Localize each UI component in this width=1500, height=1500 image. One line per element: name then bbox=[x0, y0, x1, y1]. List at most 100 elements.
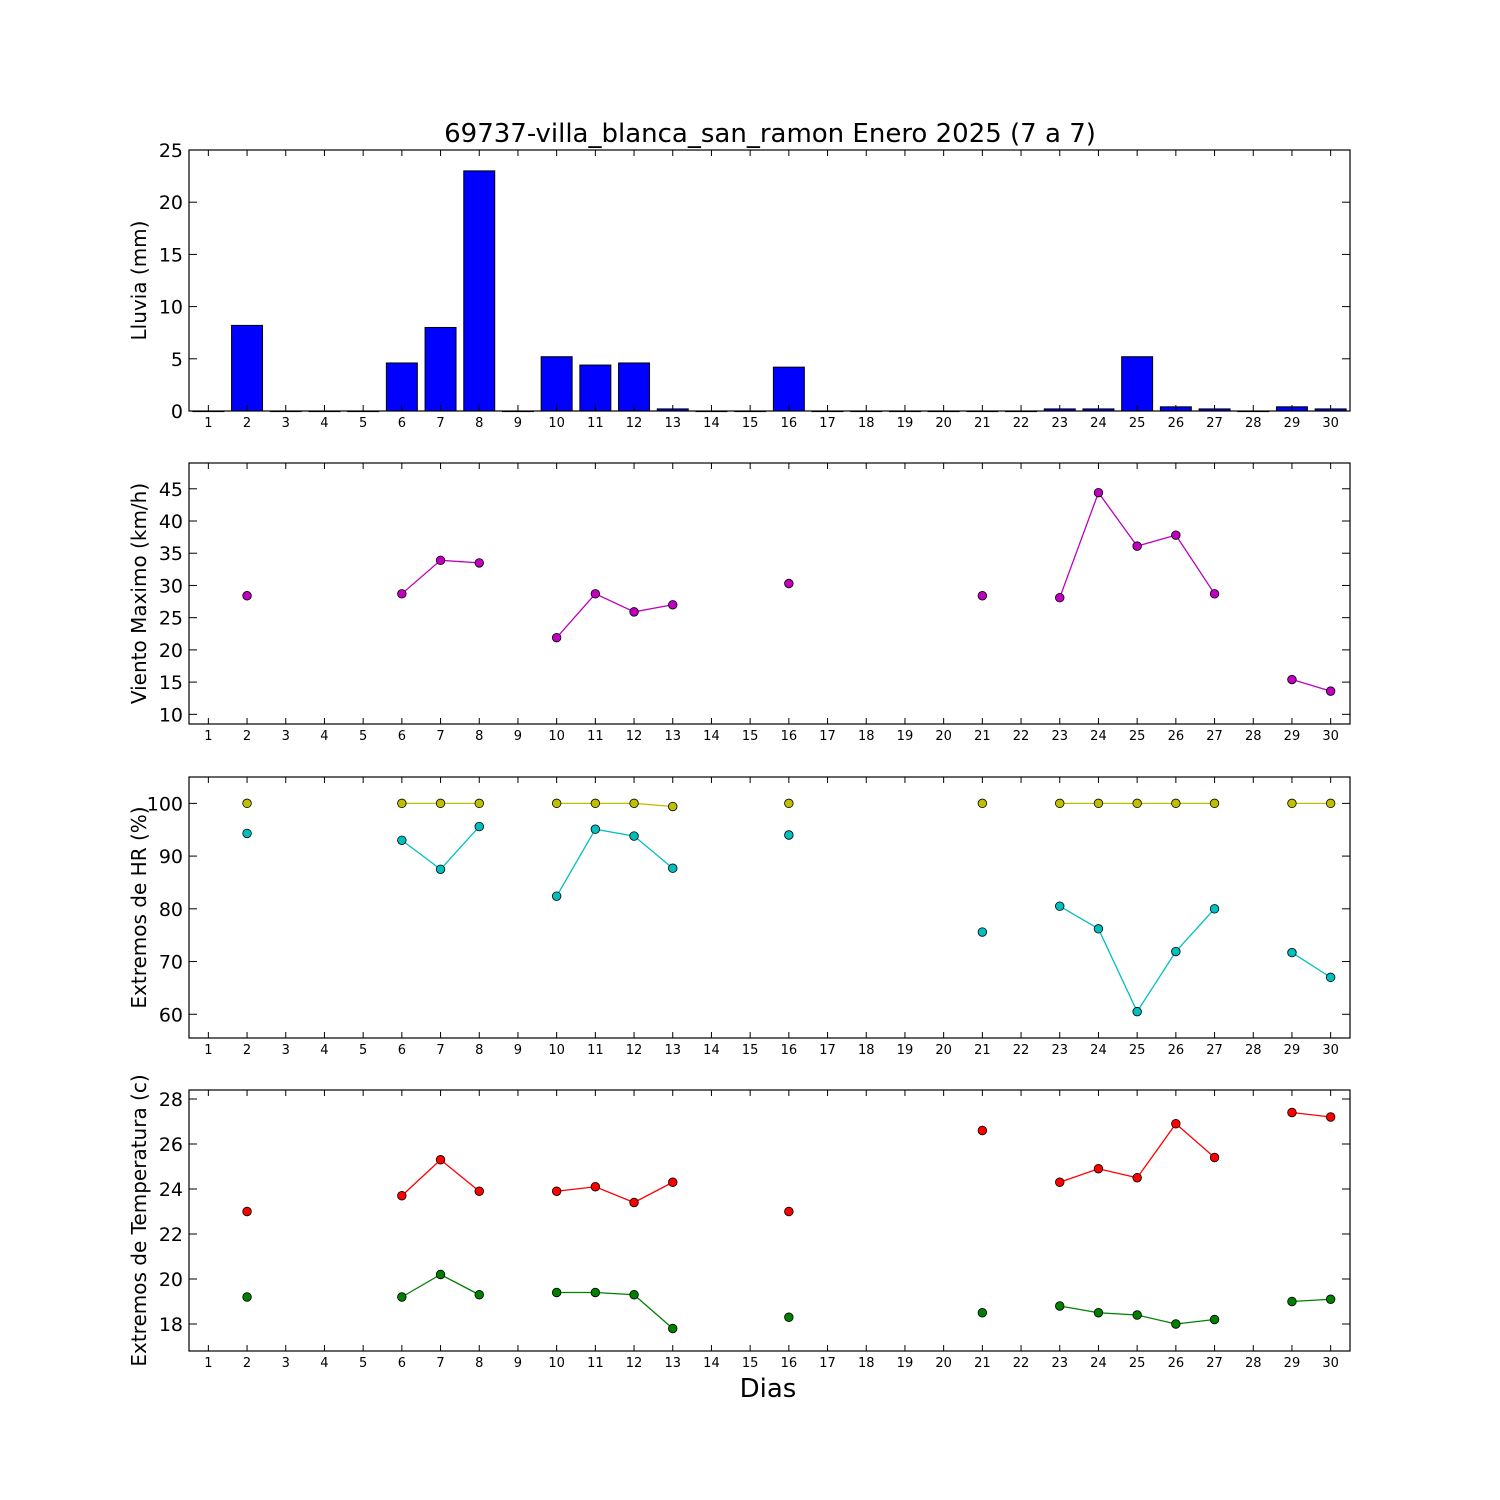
x-tick-label: 30 bbox=[1322, 416, 1339, 431]
x-tick-label: 16 bbox=[781, 416, 798, 431]
x-tick-label: 14 bbox=[703, 729, 720, 744]
x-tick-label: 3 bbox=[282, 1356, 290, 1371]
point-s2-day-8 bbox=[474, 821, 484, 832]
x-tick-label: 28 bbox=[1245, 729, 1262, 744]
point-s1-day-26 bbox=[1171, 530, 1181, 540]
point-s2-day-13 bbox=[668, 1323, 678, 1334]
x-tick-label: 5 bbox=[359, 1043, 367, 1058]
x-tick-label: 1 bbox=[204, 729, 212, 744]
x-tick-label: 18 bbox=[858, 1043, 875, 1058]
y-tick-label: 80 bbox=[159, 899, 183, 921]
chart-title: 69737-villa_blanca_san_ramon Enero 2025 … bbox=[444, 119, 1096, 149]
x-tick-label: 11 bbox=[587, 1356, 604, 1371]
x-tick-label: 17 bbox=[819, 729, 836, 744]
bar-day-8 bbox=[463, 170, 496, 412]
y-tick-label: 20 bbox=[159, 192, 183, 214]
x-tick-label: 26 bbox=[1168, 729, 1185, 744]
x-tick-label: 14 bbox=[703, 416, 720, 431]
point-s2-day-26 bbox=[1171, 946, 1181, 957]
x-tick-label: 19 bbox=[897, 416, 914, 431]
x-tick-label: 7 bbox=[436, 1356, 444, 1371]
plot-frame bbox=[188, 462, 1351, 725]
x-tick-label: 7 bbox=[436, 729, 444, 744]
point-s1-day-13 bbox=[668, 600, 678, 610]
point-s1-day-27 bbox=[1209, 798, 1220, 809]
x-tick-label: 30 bbox=[1322, 1043, 1339, 1058]
x-tick-label: 24 bbox=[1090, 729, 1107, 744]
point-s1-day-24 bbox=[1093, 1164, 1104, 1174]
point-s1-day-2 bbox=[242, 798, 252, 809]
plot-area bbox=[189, 150, 1350, 411]
point-s1-day-10 bbox=[551, 1186, 562, 1196]
x-tick-label: 8 bbox=[475, 729, 483, 744]
x-tick-label: 2 bbox=[243, 416, 251, 431]
y-tick-label: 35 bbox=[159, 543, 183, 565]
y-axis-label: Lluvia (mm) bbox=[127, 221, 151, 341]
x-tick-label: 21 bbox=[974, 1356, 991, 1371]
bar-day-2 bbox=[231, 324, 264, 412]
y-tick-label: 5 bbox=[171, 349, 183, 371]
x-tick-label: 20 bbox=[935, 416, 952, 431]
x-tick-label: 28 bbox=[1245, 1356, 1262, 1371]
point-s1-day-21 bbox=[977, 798, 988, 809]
point-s1-day-21 bbox=[977, 1125, 988, 1136]
point-s1-day-12 bbox=[629, 798, 639, 809]
x-tick-label: 26 bbox=[1168, 416, 1185, 431]
x-tick-label: 25 bbox=[1129, 1356, 1146, 1371]
point-s2-day-24 bbox=[1093, 1308, 1104, 1318]
point-s1-day-8 bbox=[474, 798, 484, 809]
point-s2-day-21 bbox=[977, 927, 988, 937]
x-tick-label: 4 bbox=[320, 729, 328, 744]
y-tick-label: 30 bbox=[159, 575, 183, 597]
bar-day-12 bbox=[618, 362, 651, 412]
x-tick-label: 8 bbox=[475, 416, 483, 431]
point-s1-day-16 bbox=[784, 798, 794, 809]
point-s1-day-12 bbox=[629, 607, 639, 617]
plot-frame bbox=[188, 149, 1351, 412]
x-tick-label: 10 bbox=[548, 416, 565, 431]
x-tick-label: 1 bbox=[204, 1043, 212, 1058]
x-tick-label: 24 bbox=[1090, 1356, 1107, 1371]
x-tick-label: 23 bbox=[1051, 416, 1068, 431]
bar-day-6 bbox=[385, 362, 418, 412]
bar-day-10 bbox=[540, 356, 573, 412]
x-tick-label: 8 bbox=[475, 1356, 483, 1371]
point-s2-day-30 bbox=[1325, 1294, 1336, 1304]
plot-area bbox=[189, 777, 1350, 1038]
point-s1-day-8 bbox=[474, 558, 484, 568]
x-tick-label: 18 bbox=[858, 1356, 875, 1371]
x-tick-label: 26 bbox=[1168, 1043, 1185, 1058]
y-tick-label: 10 bbox=[159, 297, 183, 319]
point-s2-day-8 bbox=[474, 1290, 484, 1300]
point-s1-day-23 bbox=[1055, 592, 1065, 603]
x-tick-label: 11 bbox=[587, 729, 604, 744]
x-tick-label: 10 bbox=[548, 729, 565, 744]
y-tick-label: 25 bbox=[159, 608, 183, 630]
x-tick-label: 24 bbox=[1090, 416, 1107, 431]
point-s1-day-6 bbox=[397, 1191, 407, 1201]
panel-4: 1 2 3 4 5 6 7 8 9 10 11 12 13 14 15 16 17 18 19 20 21 22 23 24 2… bbox=[127, 1074, 1351, 1371]
point-s1-day-25 bbox=[1132, 541, 1142, 551]
point-s2-day-2 bbox=[242, 828, 252, 839]
x-tick-label: 9 bbox=[514, 729, 522, 744]
x-tick-label: 28 bbox=[1245, 1043, 1262, 1058]
x-tick-label: 29 bbox=[1284, 1356, 1301, 1371]
plot-frame bbox=[188, 776, 1351, 1039]
point-s2-day-13 bbox=[668, 863, 678, 873]
point-s1-day-21 bbox=[977, 591, 988, 601]
point-s2-day-25 bbox=[1132, 1310, 1142, 1320]
y-tick-label: 18 bbox=[159, 1314, 183, 1336]
point-s2-day-16 bbox=[784, 1312, 794, 1322]
point-s2-day-10 bbox=[551, 891, 562, 901]
point-s1-day-24 bbox=[1093, 487, 1104, 498]
point-s1-day-16 bbox=[784, 1206, 794, 1217]
x-tick-label: 25 bbox=[1129, 729, 1146, 744]
x-tick-label: 6 bbox=[398, 1043, 406, 1058]
x-tick-label: 4 bbox=[320, 1043, 328, 1058]
x-tick-label: 20 bbox=[935, 729, 952, 744]
x-tick-label: 15 bbox=[742, 1043, 759, 1058]
x-tick-label: 21 bbox=[974, 416, 991, 431]
point-s1-day-23 bbox=[1055, 1177, 1065, 1187]
x-tick-label: 13 bbox=[664, 729, 681, 744]
